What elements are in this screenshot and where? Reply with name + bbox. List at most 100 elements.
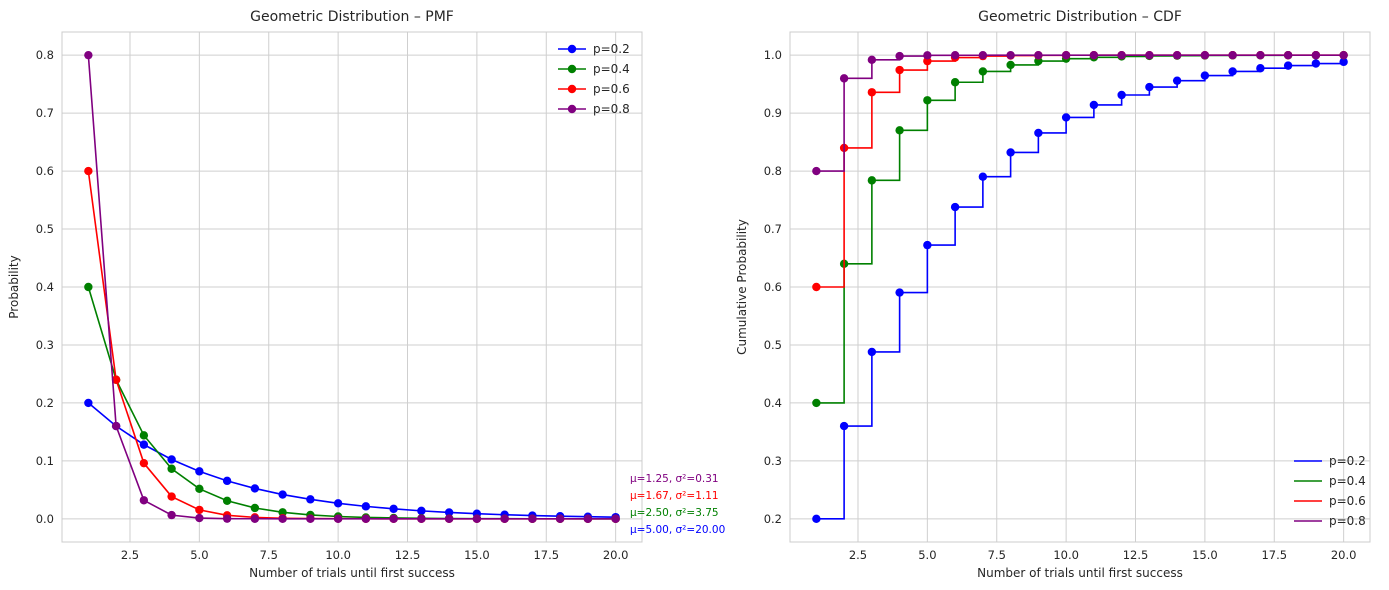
pmf-data-point [306, 514, 315, 524]
pmf-y-tick-label: 0.4 [36, 280, 54, 294]
cdf-x-tick-label: 7.5 [988, 548, 1006, 562]
pmf-data-point [111, 421, 121, 431]
cdf-x-tick-label: 10.0 [1053, 548, 1079, 562]
pmf-data-point [278, 490, 287, 499]
cdf-ticks: 2.5 5.0 7.5 10.0 12.5 15.0 17.5 20.0 0.2 0.3 0.4 0.… [764, 48, 1357, 562]
pmf-data-point [84, 398, 93, 408]
cdf-y-tick-label: 0.4 [764, 396, 782, 410]
pmf-legend-marker [567, 104, 577, 114]
cdf-legend-label: p=0.8 [1329, 514, 1366, 528]
pmf-chart-title: Geometric Distribution – PMF [250, 9, 454, 25]
pmf-data-point [250, 484, 260, 493]
cdf-y-tick-label: 0.7 [764, 222, 782, 236]
pmf-x-tick-label: 15.0 [464, 548, 490, 562]
pmf-data-point [500, 514, 509, 524]
cdf-data-point [839, 74, 849, 83]
cdf-chart: Geometric Distribution – CDF Number of t… [735, 9, 1371, 580]
pmf-data-point [139, 496, 149, 505]
cdf-data-point [1117, 50, 1126, 60]
cdf-legend: p=0.2 p=0.4 p=0.6 p=0.8 [1294, 454, 1366, 528]
pmf-data-point [195, 467, 204, 476]
pmf-data-point [84, 282, 93, 292]
cdf-data-point [812, 398, 821, 408]
pmf-y-tick-label: 0.0 [36, 512, 54, 526]
pmf-data-point [250, 514, 260, 523]
pmf-data-point [195, 513, 204, 523]
cdf-data-point [1283, 50, 1293, 60]
pmf-annotations: μ=1.25, σ²=0.31 μ=1.67, σ²=1.11 μ=2.50, … [630, 473, 725, 536]
cdf-data-point [950, 78, 960, 87]
pmf-plot-frame [61, 31, 643, 543]
pmf-data-point [444, 514, 454, 524]
pmf-data-point [278, 514, 287, 524]
stat-annotation-p04: μ=2.50, σ²=3.75 [630, 507, 719, 519]
pmf-ticks: 2.5 5.0 7.5 10.0 12.5 15.0 17.5 20.0 0.0 0.1 0.2 0.… [36, 48, 629, 562]
cdf-x-tick-label: 2.5 [849, 548, 867, 562]
cdf-data-point [1145, 50, 1154, 60]
pmf-x-tick-label: 20.0 [603, 548, 629, 562]
pmf-data-point [333, 514, 343, 524]
cdf-x-tick-label: 17.5 [1261, 548, 1287, 562]
cdf-data-point [1034, 128, 1043, 138]
pmf-y-tick-label: 0.7 [36, 106, 54, 120]
pmf-data-point [222, 496, 232, 505]
cdf-data-point [895, 288, 904, 297]
pmf-legend-marker [567, 84, 577, 94]
cdf-data-point [1034, 50, 1043, 60]
pmf-data-point [84, 50, 93, 60]
cdf-data-point [1256, 50, 1265, 60]
cdf-data-point [1339, 57, 1348, 67]
pmf-data-point [417, 514, 426, 524]
cdf-y-tick-label: 0.9 [764, 106, 782, 120]
pmf-plot-area [61, 31, 643, 543]
pmf-data-point [361, 502, 371, 511]
pmf-data-point [528, 514, 537, 524]
cdf-data-point [867, 55, 877, 65]
cdf-data-point [1172, 50, 1182, 60]
pmf-legend-label: p=0.8 [593, 102, 630, 116]
pmf-data-point [361, 514, 371, 524]
pmf-data-point [222, 514, 232, 523]
cdf-data-point [867, 88, 877, 97]
pmf-data-point [333, 499, 343, 508]
pmf-series-line-3 [87, 55, 616, 520]
cdf-data-point [1006, 60, 1015, 70]
pmf-legend-label: p=0.2 [593, 42, 630, 56]
pmf-data-point [167, 510, 176, 520]
cdf-data-point [1117, 90, 1126, 100]
pmf-chart: Geometric Distribution – PMF Number of t… [7, 9, 725, 580]
pmf-legend: p=0.2 p=0.4 p=0.6 p=0.8 [558, 42, 630, 116]
pmf-y-tick-label: 0.5 [36, 222, 54, 236]
cdf-data-point [1339, 50, 1348, 60]
cdf-x-tick-label: 20.0 [1331, 548, 1357, 562]
pmf-data-point [306, 495, 315, 504]
cdf-data-point [978, 172, 988, 181]
pmf-x-axis-label: Number of trials until first success [249, 566, 455, 580]
pmf-x-tick-label: 7.5 [260, 548, 278, 562]
cdf-data-point [895, 126, 904, 135]
cdf-y-tick-label: 1.0 [764, 48, 782, 62]
cdf-y-tick-label: 0.8 [764, 164, 782, 178]
pmf-y-tick-label: 0.1 [36, 454, 54, 468]
cdf-data-point [839, 421, 849, 431]
cdf-data-point [867, 347, 877, 357]
pmf-y-tick-label: 0.2 [36, 396, 54, 410]
pmf-data-point [555, 514, 565, 524]
pmf-legend-marker [567, 44, 577, 54]
pmf-x-tick-label: 2.5 [121, 548, 139, 562]
pmf-y-axis-label: Probability [7, 255, 21, 318]
pmf-data-point [472, 514, 482, 524]
pmf-data-point [84, 166, 93, 176]
pmf-data-point [389, 514, 398, 524]
pmf-data-point [250, 503, 260, 513]
stat-annotation-p06: μ=1.67, σ²=1.11 [630, 490, 719, 502]
stat-annotation-p08: μ=1.25, σ²=0.31 [630, 473, 719, 485]
cdf-data-point [1311, 50, 1321, 60]
pmf-data-point [167, 455, 176, 464]
cdf-data-point [1006, 50, 1015, 60]
pmf-data-point [444, 508, 454, 517]
pmf-data-point [139, 440, 149, 449]
cdf-y-axis-label: Cumulative Probability [735, 219, 749, 355]
pmf-legend-marker [567, 64, 577, 74]
